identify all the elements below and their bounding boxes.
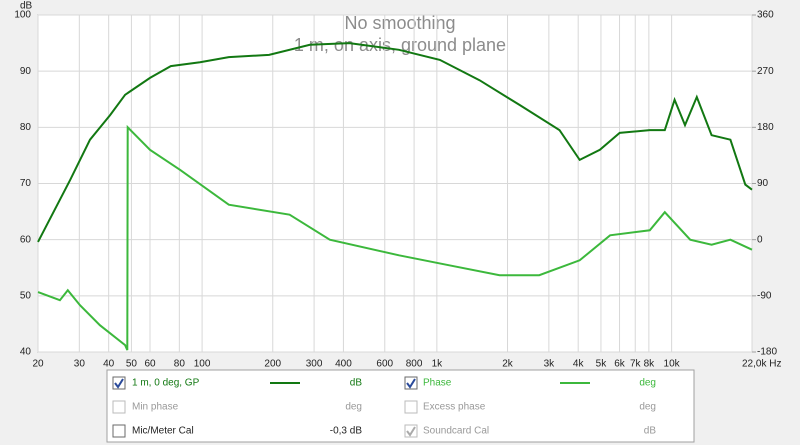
x-tick-label: 22,0k Hz (742, 359, 781, 370)
x-tick-label: 8k (644, 359, 656, 370)
y2-tick-label: -90 (757, 290, 772, 301)
chart-title: No smoothing (344, 13, 455, 33)
legend-checkbox[interactable] (404, 400, 418, 414)
x-tick-label: 6k (614, 359, 626, 370)
legend-label: Phase (423, 378, 452, 389)
y-tick-label: 60 (20, 234, 32, 245)
legend-checkbox[interactable] (112, 400, 126, 414)
y-axis-label: dB (20, 1, 33, 12)
legend-unit: deg (345, 402, 362, 413)
x-tick-label: 100 (194, 359, 211, 370)
x-tick-label: 20 (32, 359, 44, 370)
x-tick-label: 80 (174, 359, 186, 370)
legend-label: Mic/Meter Cal (132, 426, 194, 437)
y-tick-label: 40 (20, 347, 32, 358)
x-tick-label: 200 (264, 359, 281, 370)
legend-unit: -0,3 dB (330, 426, 363, 437)
x-tick-label: 7k (630, 359, 642, 370)
legend-checkbox-tick (114, 378, 124, 389)
legend-label: Excess phase (423, 402, 486, 413)
y2-tick-label: 90 (757, 178, 769, 189)
legend-label: 1 m, 0 deg, GP (132, 378, 200, 389)
legend-label: Min phase (132, 402, 179, 413)
y2-tick-label: -180 (757, 347, 777, 358)
legend-panel (106, 369, 695, 443)
y2-tick-label: 180 (757, 122, 774, 133)
x-tick-label: 40 (103, 359, 115, 370)
x-tick-label: 1k (432, 359, 444, 370)
x-tick-label: 300 (306, 359, 323, 370)
y-tick-label: 90 (20, 66, 32, 77)
x-tick-label: 50 (126, 359, 138, 370)
y-tick-label: 100 (14, 10, 31, 21)
y-tick-label: 70 (20, 178, 32, 189)
legend-checkbox-tick (406, 378, 416, 389)
x-tick-label: 5k (596, 359, 608, 370)
legend-checkbox[interactable] (112, 424, 126, 438)
legend-checkbox-tick (406, 426, 416, 437)
series-line (37, 124, 753, 351)
x-tick-label: 10k (664, 359, 681, 370)
x-tick-label: 800 (406, 359, 423, 370)
x-tick-label: 4k (573, 359, 585, 370)
chart-subtitle: 1 m, on axis, ground plane (294, 35, 506, 55)
y-tick-label: 50 (20, 290, 32, 301)
x-tick-label: 2k (502, 359, 514, 370)
legend-label: Soundcard Cal (423, 426, 489, 437)
x-tick-label: 400 (335, 359, 352, 370)
legend-unit: deg (639, 402, 656, 413)
x-tick-label: 30 (74, 359, 86, 370)
y2-tick-label: 360 (757, 10, 774, 21)
legend-unit: deg (639, 378, 656, 389)
x-tick-label: 3k (544, 359, 556, 370)
y-tick-label: 80 (20, 122, 32, 133)
y2-tick-label: 270 (757, 66, 774, 77)
legend-unit: dB (350, 378, 363, 389)
x-tick-label: 600 (376, 359, 393, 370)
series-line (37, 42, 753, 243)
x-tick-label: 60 (144, 359, 156, 370)
legend-unit: dB (644, 426, 657, 437)
y2-tick-label: 0 (757, 234, 763, 245)
